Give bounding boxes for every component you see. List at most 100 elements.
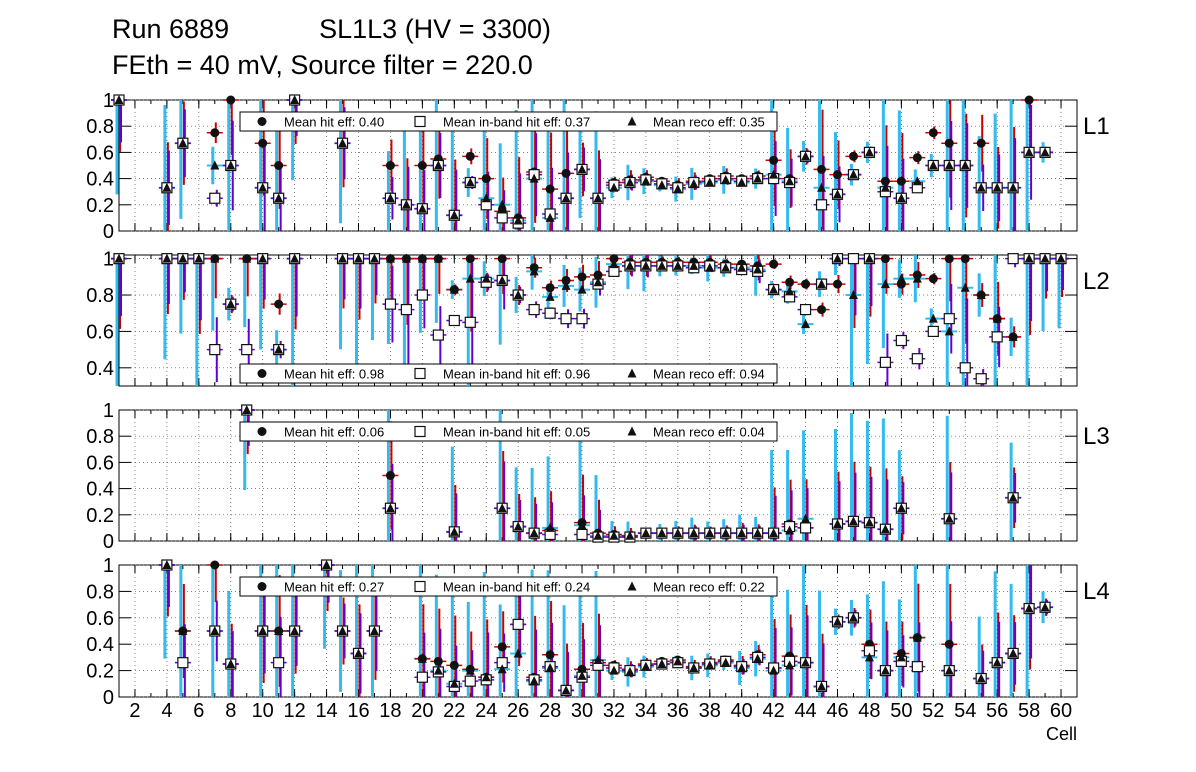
reco-marker — [896, 273, 906, 283]
reco-marker — [705, 177, 715, 187]
reco-marker — [864, 652, 874, 662]
reco-marker — [210, 626, 220, 635]
reco-marker — [864, 517, 874, 527]
hit-marker — [944, 254, 954, 264]
x-tick-label: 32 — [603, 700, 625, 722]
legend-hit-marker — [257, 369, 267, 378]
hit-marker — [912, 153, 922, 163]
reco-marker — [864, 147, 874, 157]
reco-marker — [1056, 253, 1066, 263]
y-tick-label: 0.4 — [86, 169, 114, 191]
x-axis-label: Cell — [1046, 724, 1077, 744]
legend-hit-label: Mean hit eff: 0.98 — [284, 367, 384, 382]
reco-marker — [689, 260, 699, 270]
reco-marker — [753, 653, 763, 663]
x-tick-label: 56 — [986, 700, 1008, 722]
reco-marker — [912, 273, 922, 283]
panel-label-l1: L1 — [1083, 113, 1110, 140]
reco-marker — [513, 215, 523, 225]
panel-label-l2: L2 — [1083, 268, 1110, 295]
legend-inband-label: Mean in-band hit eff: 0.24 — [443, 580, 590, 595]
hit-marker — [577, 272, 587, 282]
x-tick-label: 46 — [826, 700, 848, 722]
reco-marker — [1008, 492, 1018, 502]
reco-marker — [928, 313, 938, 323]
inband-marker — [895, 334, 907, 347]
reco-marker — [593, 530, 603, 540]
hit-marker — [817, 164, 827, 174]
reco-marker — [785, 176, 795, 186]
inband-marker — [927, 325, 939, 338]
reco-marker — [481, 672, 491, 682]
reco-marker — [657, 659, 667, 668]
reco-marker — [561, 685, 571, 695]
hit-marker — [880, 176, 890, 186]
legend-inband-label: Mean in-band hit eff: 0.05 — [443, 425, 590, 440]
reco-marker — [529, 173, 539, 183]
inband-marker — [959, 362, 971, 374]
reco-marker — [162, 182, 172, 192]
reco-marker — [992, 313, 1002, 323]
x-tick-label: 2 — [129, 700, 140, 722]
legend-reco-label: Mean reco eff: 0.22 — [653, 580, 765, 595]
reco-marker — [785, 286, 795, 296]
hit-marker — [561, 168, 571, 178]
hit-marker — [577, 664, 587, 674]
x-tick-label: 42 — [763, 700, 785, 722]
y-tick-label: 0.4 — [86, 634, 114, 656]
reco-marker — [242, 253, 252, 263]
reco-marker — [833, 189, 842, 199]
y-tick-label: 0.8 — [86, 426, 114, 448]
hit-marker — [609, 254, 619, 264]
reco-marker — [258, 626, 268, 635]
hit-marker — [944, 639, 954, 649]
reco-marker — [1040, 253, 1050, 263]
reco-marker — [657, 528, 667, 538]
x-tick-label: 54 — [954, 700, 976, 722]
legend-box — [239, 363, 778, 384]
hit-marker — [417, 161, 427, 170]
reco-marker — [896, 193, 906, 203]
reco-marker — [194, 253, 204, 263]
reco-marker — [992, 657, 1002, 667]
legend-hit-label: Mean hit eff: 0.40 — [284, 115, 384, 130]
reco-marker — [609, 665, 619, 675]
hit-marker — [880, 254, 890, 264]
reco-marker — [114, 253, 124, 263]
hit-marker — [545, 184, 555, 194]
reco-marker — [801, 319, 811, 329]
reco-marker — [880, 524, 890, 534]
inband-marker — [911, 353, 923, 365]
hit-marker — [545, 650, 555, 660]
legend-reco-marker — [627, 368, 637, 378]
reco-marker — [641, 661, 651, 671]
legend-inband-marker — [414, 367, 426, 380]
reco-marker — [864, 253, 874, 263]
x-tick-label: 20 — [411, 700, 433, 722]
reco-marker — [497, 275, 507, 285]
reco-marker — [226, 160, 236, 170]
reco-marker — [290, 253, 300, 263]
inband-marker — [432, 329, 444, 341]
reco-marker — [705, 262, 715, 272]
reco-marker — [737, 528, 747, 538]
reco-marker — [609, 259, 619, 269]
inband-marker — [400, 303, 412, 316]
x-tick-label: 4 — [161, 700, 172, 722]
hit-marker — [593, 270, 603, 280]
legend-reco-label: Mean reco eff: 0.94 — [653, 367, 765, 382]
reco-marker — [817, 681, 827, 691]
reco-marker — [577, 670, 587, 680]
hit-marker — [449, 660, 459, 670]
inband-marker — [975, 373, 987, 385]
inband-marker — [209, 192, 221, 204]
reco-marker — [449, 210, 459, 220]
reco-marker — [545, 212, 555, 222]
reco-marker — [753, 528, 763, 538]
x-tick-label: 36 — [667, 700, 689, 722]
inband-marker — [799, 522, 812, 534]
legend-reco-marker — [627, 426, 637, 436]
reco-marker — [721, 657, 731, 667]
reco-marker — [1008, 331, 1018, 341]
legend-inband-marker — [414, 425, 426, 438]
